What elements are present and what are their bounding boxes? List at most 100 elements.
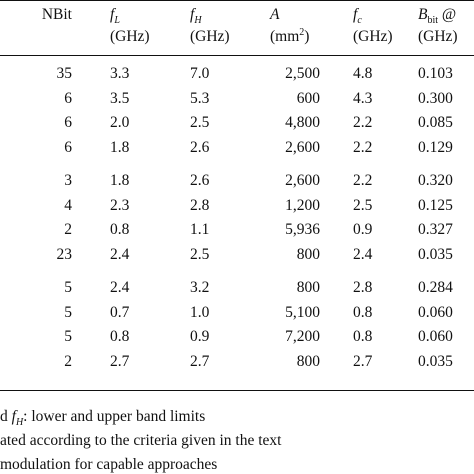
footnote-modulation: modulation for capable approaches (0, 456, 218, 473)
cell-fh: 2.5 (190, 245, 210, 263)
cell-fh: 2.7 (190, 352, 210, 370)
cell-nbit: 6 (64, 114, 72, 131)
cell-a: 800 (296, 279, 320, 296)
footnote-1-sub: H (15, 417, 24, 429)
cell-fc: 0.9 (353, 221, 373, 238)
footnote-band-limits: d fH: lower and upper band limits (0, 408, 206, 429)
cell-a: 5,100 (285, 303, 320, 321)
footnote-1-post: : lower and upper band limits (23, 408, 206, 425)
cell-nbit: 5 (64, 328, 72, 345)
cell-fl: 2.4 (110, 279, 130, 296)
cell-b: 0.125 (418, 196, 453, 214)
cell-b: 0.129 (418, 138, 453, 156)
cell-nbit: 2 (64, 221, 72, 238)
fc-symbol: f (353, 6, 358, 23)
cell-fl: 2.0 (110, 114, 130, 131)
cell-fc: 0.8 (353, 303, 373, 321)
bottom-rule (0, 390, 474, 391)
cell-nbit: 4 (64, 196, 72, 214)
cell-fc: 2.2 (353, 114, 373, 131)
cell-fc: 4.3 (353, 89, 373, 107)
col-header-fl: fL (110, 6, 120, 27)
unit-a-pre: (mm (270, 28, 300, 45)
cell-fc: 2.7 (353, 352, 373, 370)
cell-fl: 3.5 (110, 89, 130, 107)
cell-fl: 3.3 (110, 65, 130, 82)
cell-fc: 2.2 (353, 172, 373, 189)
cell-a: 800 (296, 245, 320, 263)
cell-nbit: 6 (64, 89, 72, 107)
cell-b: 0.284 (418, 279, 453, 296)
cell-fc: 2.5 (353, 196, 373, 214)
cell-a: 5,936 (285, 221, 320, 238)
cell-fh: 0.9 (190, 328, 210, 345)
cell-nbit: 23 (56, 245, 73, 263)
fl-symbol: f (110, 6, 115, 23)
unit-fh: (GHz) (190, 28, 230, 45)
cell-b: 0.300 (418, 89, 453, 107)
cell-b: 0.060 (418, 303, 453, 321)
cell-fl: 0.7 (110, 303, 130, 321)
a-symbol: A (270, 6, 280, 23)
cell-b: 0.085 (418, 114, 453, 131)
cell-a: 800 (296, 352, 320, 370)
cell-nbit: 2 (64, 352, 72, 370)
cell-fl: 1.8 (110, 172, 130, 189)
cell-fl: 1.8 (110, 138, 130, 156)
cell-fl: 2.4 (110, 245, 130, 263)
cell-fc: 4.8 (353, 65, 373, 82)
cell-fh: 2.5 (190, 114, 210, 131)
unit-b: (GHz) (418, 28, 458, 45)
cell-fc: 0.8 (353, 328, 373, 345)
cell-a: 2,600 (285, 172, 320, 189)
cell-a: 2,600 (285, 138, 320, 156)
cell-nbit: 5 (64, 279, 72, 296)
b-symbol: B (418, 6, 428, 23)
cell-fh: 5.3 (190, 89, 210, 107)
cell-b: 0.060 (418, 328, 453, 345)
col-header-fc: fc (353, 6, 362, 27)
fc-subscript: c (357, 15, 362, 27)
cell-fl: 0.8 (110, 328, 130, 345)
cell-a: 1,200 (285, 196, 320, 214)
cell-b: 0.103 (418, 65, 453, 82)
cell-fh: 7.0 (190, 65, 210, 82)
cell-a: 4,800 (285, 114, 320, 131)
footnote-1-pre: d (0, 408, 12, 425)
cell-fc: 2.2 (353, 138, 373, 156)
footnote-1-f: f (11, 408, 16, 425)
b-tail: @ (438, 6, 457, 23)
cell-fc: 2.4 (353, 245, 373, 263)
cell-a: 600 (296, 89, 320, 107)
cell-b: 0.035 (418, 352, 453, 370)
col-header-b: Bbit @ (418, 6, 457, 26)
cell-fh: 3.2 (190, 279, 210, 296)
cell-fh: 1.1 (190, 221, 210, 238)
fh-subscript: H (194, 15, 202, 27)
unit-a: (mm2) (270, 26, 310, 46)
unit-a-sup: 2 (299, 26, 305, 38)
unit-fl: (GHz) (110, 28, 150, 45)
cell-a: 7,200 (285, 328, 320, 345)
fh-symbol: f (190, 6, 195, 23)
cell-fl: 2.7 (110, 352, 130, 370)
cell-fh: 2.6 (190, 138, 210, 156)
col-header-a: A (270, 6, 279, 24)
cell-fl: 0.8 (110, 221, 130, 238)
col-header-fh: fH (190, 6, 202, 27)
cell-fc: 2.8 (353, 279, 373, 296)
cell-nbit: 35 (56, 65, 73, 82)
cell-nbit: 3 (64, 172, 72, 189)
top-rule (0, 0, 474, 1)
cell-a: 2,500 (285, 65, 320, 82)
cell-fh: 1.0 (190, 303, 210, 321)
fl-subscript: L (114, 15, 120, 27)
unit-a-post: ) (304, 28, 310, 45)
cell-b: 0.320 (418, 172, 453, 189)
cell-fh: 2.6 (190, 172, 210, 189)
footnote-criteria: ated according to the criteria given in … (0, 432, 282, 449)
cell-nbit: 6 (64, 138, 72, 156)
cell-fh: 2.8 (190, 196, 210, 214)
unit-fc: (GHz) (353, 28, 393, 45)
cell-fl: 2.3 (110, 196, 130, 214)
